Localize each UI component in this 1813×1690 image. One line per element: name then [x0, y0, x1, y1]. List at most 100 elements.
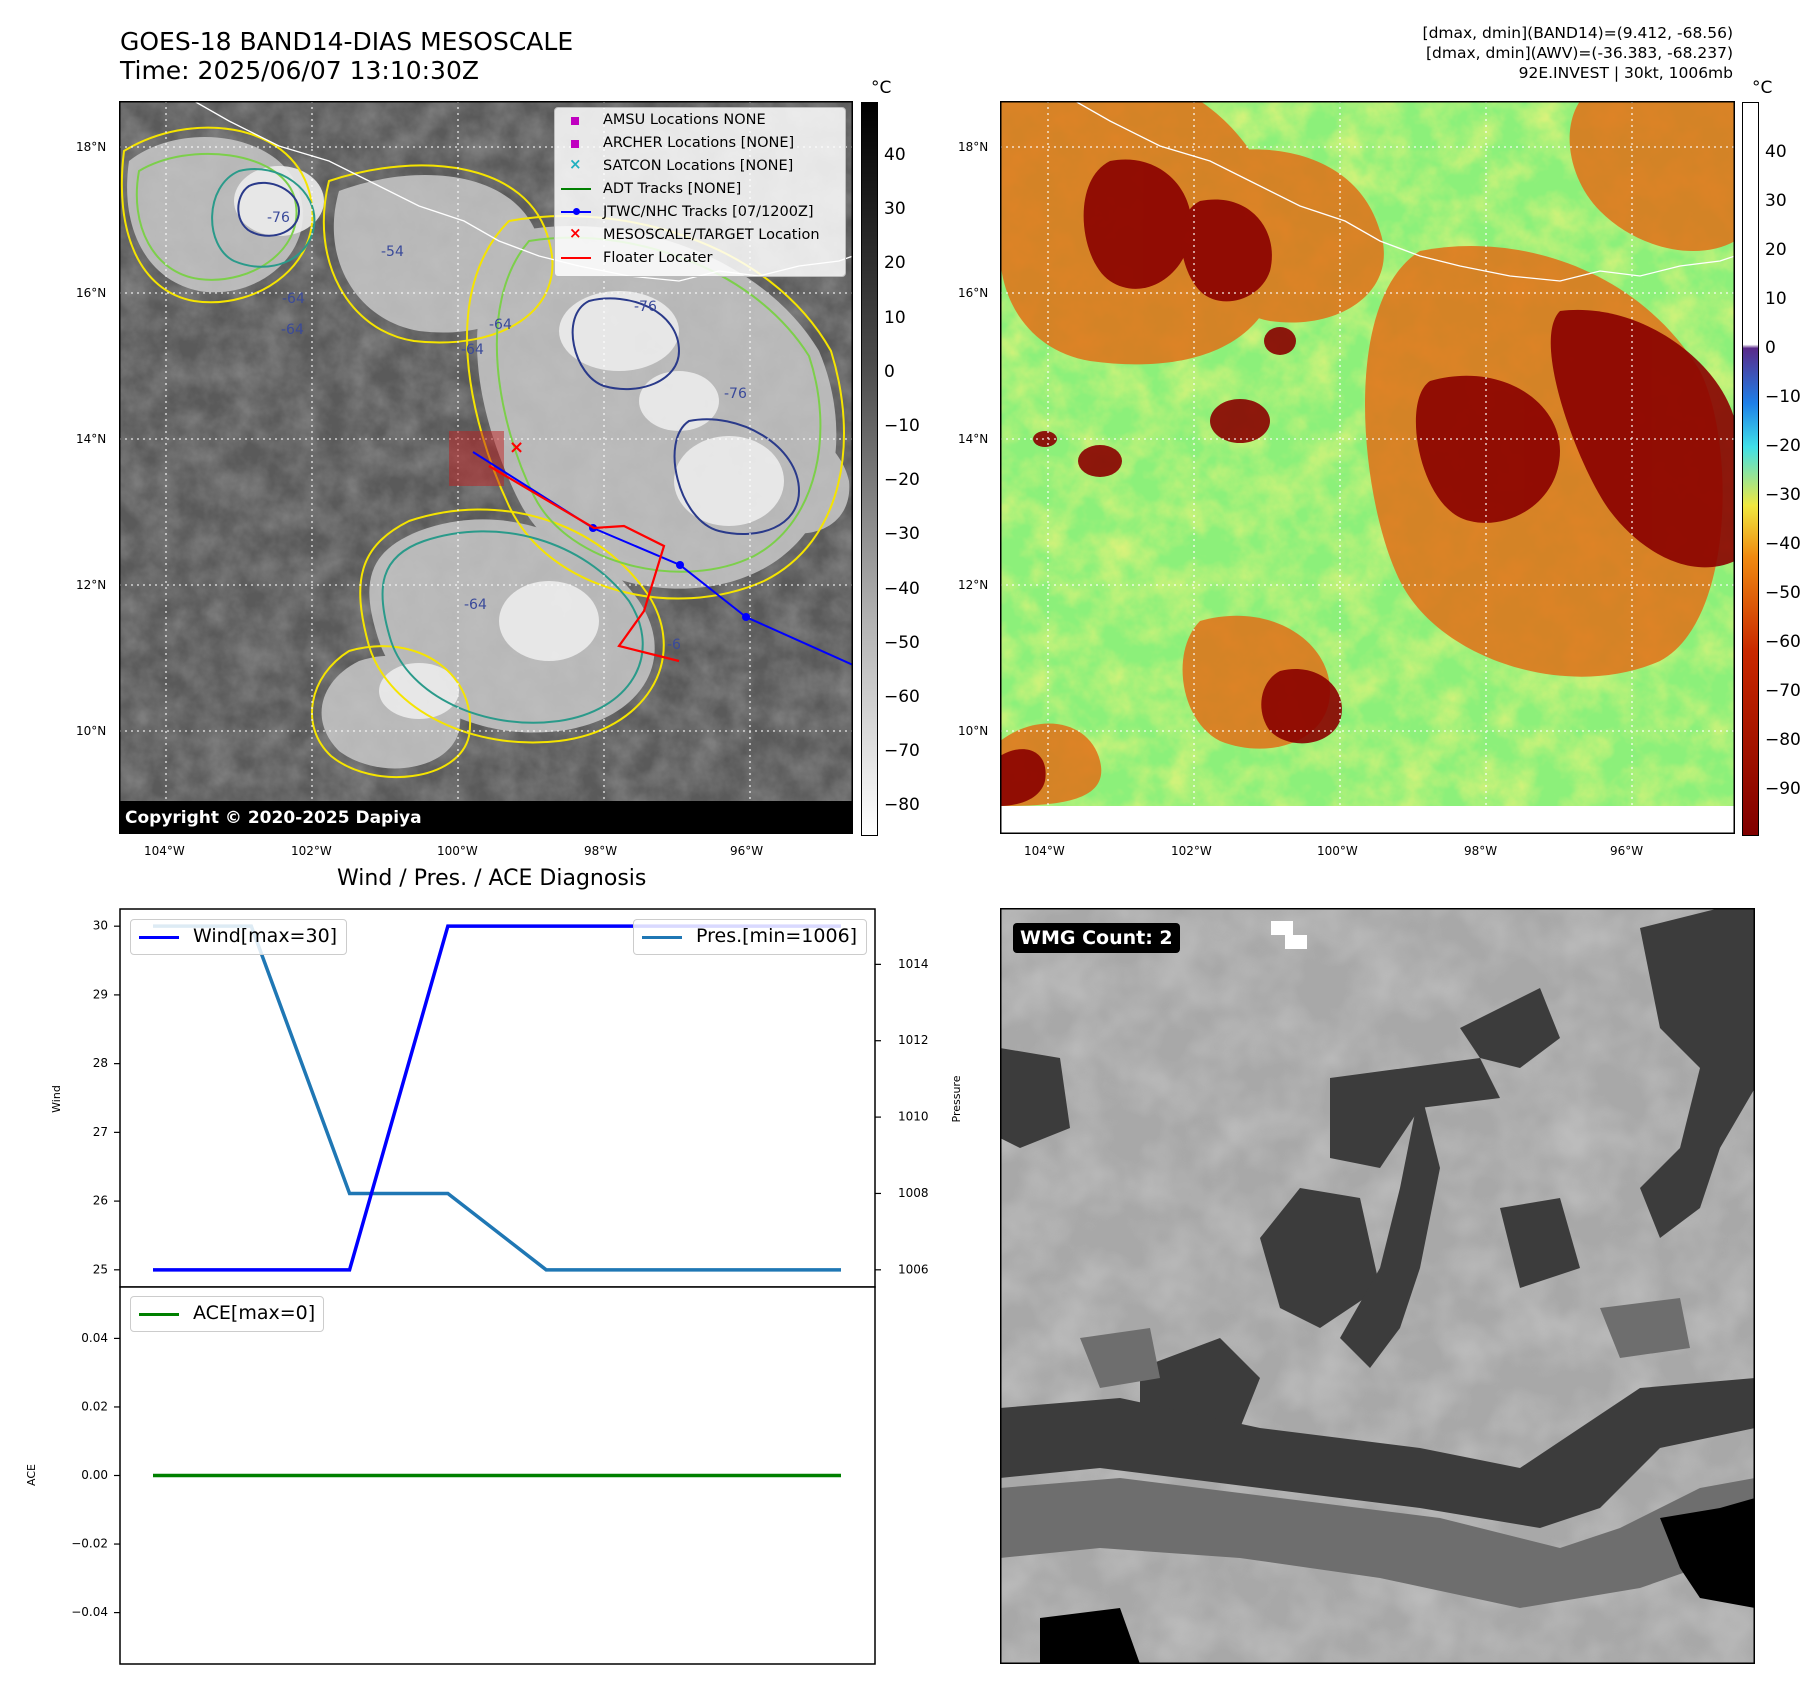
lat-tick: 14°N — [958, 432, 989, 446]
colorbar-tick-label: −10 — [884, 416, 920, 436]
ace-tick-label: 0.02 — [81, 1399, 108, 1413]
map-legend: AMSU Locations NONE ARCHER Locations [NO… — [554, 107, 846, 277]
awv-colorbar — [1742, 102, 1759, 836]
figure-time: Time: 2025/06/07 13:10:30Z — [120, 56, 479, 85]
pressure-legend: Pres.[min=1006] — [633, 919, 867, 955]
ace-tick-label: −0.02 — [71, 1537, 108, 1551]
wind-tick-label: 25 — [93, 1262, 108, 1276]
colorbar-tick-label: 0 — [884, 361, 895, 382]
contour-label: -6 — [667, 637, 681, 653]
ace-legend: ACE[max=0] — [130, 1296, 324, 1332]
contour-label: -64 — [489, 317, 512, 333]
floater-line-icon — [561, 257, 591, 259]
colorbar-tick-label: 30 — [884, 199, 906, 220]
lat-tick: 16°N — [76, 286, 107, 300]
colorbar-tick-label: −10 — [1765, 387, 1801, 407]
lon-tick: 98°W — [584, 844, 618, 858]
colorbar-tick-label: 10 — [884, 307, 906, 328]
lon-tick: 96°W — [1610, 844, 1644, 858]
colorbar-tick-label: 10 — [1765, 289, 1787, 309]
contour-label: -76 — [634, 299, 657, 315]
wind-legend-label: Wind[max=30] — [193, 925, 338, 947]
wind-tick-label: 27 — [93, 1125, 108, 1139]
lon-tick: 98°W — [1464, 844, 1498, 858]
diagnosis-title: Wind / Pres. / ACE Diagnosis — [337, 866, 647, 891]
colorbar-tick-label: 20 — [1765, 240, 1787, 260]
info-storm: 92E.INVEST | 30kt, 1006mb — [1518, 64, 1733, 82]
colorbar-tick-label: −40 — [1765, 534, 1801, 554]
contour-label: -64 — [461, 342, 484, 358]
ace-tick-label: −0.04 — [71, 1605, 108, 1619]
contour-label: -54 — [381, 244, 404, 260]
colorbar-unit: °C — [1752, 78, 1773, 98]
contour-label: -64 — [282, 291, 305, 307]
lon-tick: 104°W — [1024, 844, 1065, 858]
colorbar-tick-label: −40 — [884, 578, 920, 599]
jtwc-dot-icon — [573, 208, 580, 215]
lat-tick: 12°N — [958, 578, 989, 592]
lon-tick: 100°W — [1317, 844, 1358, 858]
pressure-axis-label: Pressure — [950, 1075, 963, 1122]
colorbar-tick-label: 0 — [1765, 338, 1776, 358]
lon-tick: 102°W — [291, 844, 332, 858]
pressure-series-line — [153, 924, 841, 1272]
colorbar-tick-label: 20 — [884, 253, 906, 274]
lat-tick: 16°N — [958, 286, 989, 300]
satcon-marker-icon: × — [569, 155, 582, 173]
pressure-tick-label: 1006 — [898, 1262, 929, 1276]
svg-text:×: × — [509, 437, 524, 458]
wmg-panel — [1000, 908, 1755, 1664]
colorbar-tick-label: −80 — [884, 795, 920, 816]
lat-tick: 10°N — [76, 724, 107, 738]
colorbar-tick-label: −20 — [1765, 436, 1801, 456]
lat-tick: 12°N — [76, 578, 107, 592]
legend-adt: ADT Tracks [NONE] — [603, 181, 742, 197]
archer-marker-icon — [571, 140, 579, 148]
colorbar-tick-label: −20 — [884, 470, 920, 491]
adt-line-icon — [561, 188, 591, 190]
lon-tick: 104°W — [144, 844, 185, 858]
legend-amsu: AMSU Locations NONE — [603, 112, 766, 128]
copyright-text: Copyright © 2020-2025 Dapiya — [125, 808, 422, 828]
ace-chart: 0.04 0.02 0.00 −0.02 −0.04 ACE — [25, 1286, 876, 1665]
wind-pressure-chart: 30 29 28 27 26 25 1014 1012 1010 1008 1006 Wind P… — [50, 908, 963, 1288]
legend-satcon: SATCON Locations [NONE] — [603, 158, 794, 174]
colorbar-tick-label: −60 — [1765, 632, 1801, 652]
colorbar-tick-label: 40 — [1765, 142, 1787, 162]
pressure-tick-label: 1010 — [898, 1110, 929, 1124]
wmg-image — [1000, 908, 1755, 1664]
contour-label: -76 — [267, 210, 290, 226]
pressure-tick-label: 1012 — [898, 1033, 929, 1047]
info-awv: [dmax, dmin](AWV)=(-36.383, -68.237) — [1426, 44, 1733, 62]
lat-tick: 18°N — [76, 140, 107, 154]
colorbar-tick-label: −50 — [1765, 583, 1801, 603]
legend-archer: ARCHER Locations [NONE] — [603, 135, 795, 151]
colorbar-tick-label: −70 — [1765, 681, 1801, 701]
colorbar-tick-label: −50 — [884, 632, 920, 653]
ace-tick-label: 0.04 — [81, 1331, 108, 1345]
wmg-count-badge: WMG Count: 2 — [1013, 923, 1180, 953]
pressure-tick-label: 1014 — [898, 957, 929, 971]
lon-tick: 96°W — [730, 844, 764, 858]
legend-target: MESOSCALE/TARGET Location — [603, 227, 820, 243]
pressure-legend-label: Pres.[min=1006] — [696, 925, 858, 947]
colorbar-tick-label: 30 — [1765, 191, 1787, 211]
lat-tick: 18°N — [958, 140, 989, 154]
target-marker-icon: × — [569, 224, 582, 242]
colorbar-tick-label: −60 — [884, 687, 920, 707]
wind-tick-label: 26 — [93, 1194, 108, 1208]
wind-legend-swatch — [139, 936, 179, 939]
contour-label: -64 — [464, 597, 487, 613]
legend-jtwc: JTWC/NHC Tracks [07/1200Z] — [603, 204, 814, 220]
lat-tick: 10°N — [958, 724, 989, 738]
legend-floater: Floater Locater — [603, 250, 713, 266]
wind-legend: Wind[max=30] — [130, 919, 347, 955]
ace-legend-swatch — [139, 1313, 179, 1316]
colorbar-tick-label: −80 — [1765, 730, 1801, 750]
lat-tick: 14°N — [76, 432, 107, 446]
ace-legend-label: ACE[max=0] — [193, 1302, 316, 1324]
colorbar-tick-label: −30 — [1765, 485, 1801, 505]
awv-map-panel — [1000, 100, 1736, 834]
colorbar-tick-label: −70 — [884, 741, 920, 762]
colorbar-unit: °C — [871, 78, 892, 98]
